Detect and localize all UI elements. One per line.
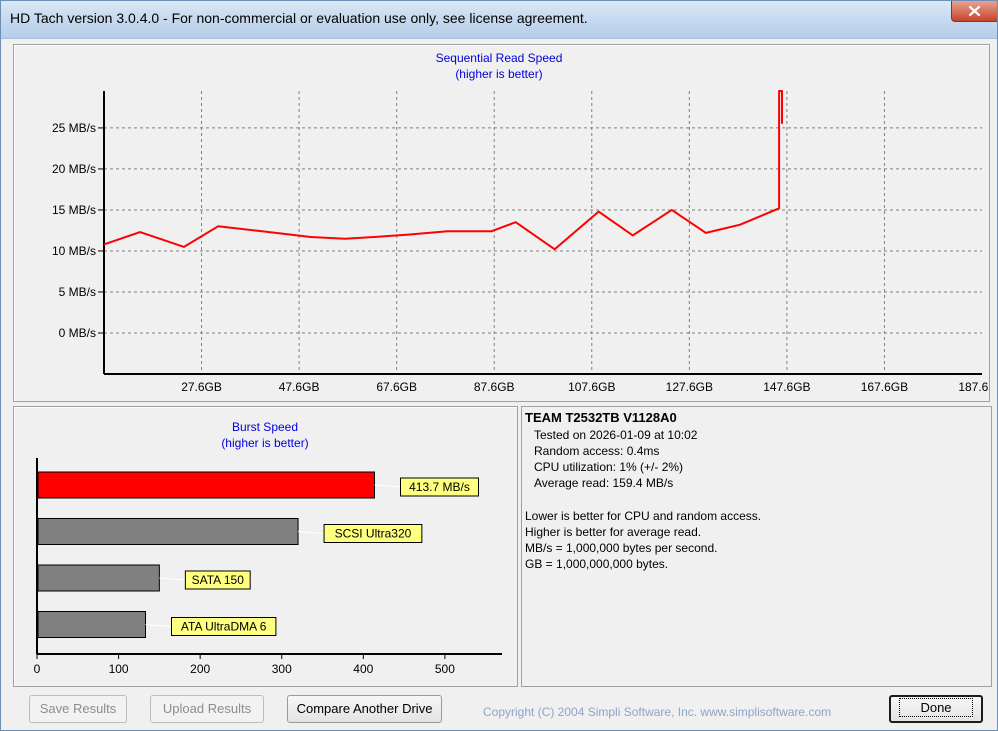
burst-bar — [37, 611, 146, 638]
copyright-text: Copyright (C) 2004 Simpli Software, Inc.… — [483, 705, 832, 719]
burst-label-leader — [298, 531, 325, 534]
burst-label-box — [323, 524, 423, 543]
burst-x-tick-label: 0 — [34, 662, 41, 676]
burst-bar-label: ATA UltraDMA 6 — [181, 620, 267, 634]
y-tick-label: 10 MB/s — [52, 244, 96, 258]
compare-drive-button[interactable]: Compare Another Drive — [287, 695, 442, 723]
y-tick-label: 5 MB/s — [59, 285, 96, 299]
tested-date: Tested on 2026-01-09 at 10:02 — [534, 428, 698, 442]
done-button-label: Done — [899, 698, 973, 717]
burst-x-tick-label: 200 — [190, 662, 210, 676]
read-chart-panel: Sequential Read Speed (higher is better)… — [13, 44, 990, 402]
x-tick-label: 67.6GB — [376, 380, 417, 394]
read-chart-subtitle: (higher is better) — [455, 67, 542, 81]
save-results-button[interactable]: Save Results — [29, 695, 127, 723]
burst-chart-subtitle: (higher is better) — [221, 436, 308, 450]
note-mbs: MB/s = 1,000,000 bytes per second. — [525, 541, 718, 555]
note-average: Higher is better for average read. — [525, 525, 702, 539]
cpu-utilization: CPU utilization: 1% (+/- 2%) — [534, 460, 684, 474]
burst-label-leader — [159, 577, 186, 581]
burst-label-leader — [145, 624, 172, 627]
burst-x-tick-label: 500 — [435, 662, 455, 676]
y-tick-label: 20 MB/s — [52, 162, 96, 176]
y-tick-label: 25 MB/s — [52, 121, 96, 135]
burst-bar-label: SCSI Ultra320 — [335, 527, 412, 541]
note-cpu: Lower is better for CPU and random acces… — [525, 509, 762, 523]
burst-bar — [37, 471, 375, 499]
burst-bar-label: 413.7 MB/s — [409, 480, 470, 494]
burst-x-tick-label: 400 — [353, 662, 373, 676]
x-tick-label: 87.6GB — [474, 380, 515, 394]
burst-x-tick-label: 300 — [272, 662, 292, 676]
burst-chart-panel: Burst Speed (higher is better) 413.7 MB/… — [13, 406, 518, 687]
burst-bar — [37, 518, 299, 545]
drive-name: TEAM T2532TB V1128A0 — [525, 410, 677, 425]
title-bar: HD Tach version 3.0.4.0 - For non-commer… — [1, 1, 997, 39]
read-chart: Sequential Read Speed (higher is better)… — [52, 51, 989, 394]
burst-chart: Burst Speed (higher is better) 413.7 MB/… — [34, 420, 502, 676]
read-chart-title: Sequential Read Speed — [436, 51, 563, 65]
y-tick-label: 15 MB/s — [52, 203, 96, 217]
read-speed-series-line — [103, 90, 783, 251]
note-gb: GB = 1,000,000,000 bytes. — [525, 557, 669, 571]
y-tick-label: 0 MB/s — [59, 326, 96, 340]
upload-results-button[interactable]: Upload Results — [150, 695, 264, 723]
x-tick-label: 47.6GB — [279, 380, 320, 394]
burst-bar — [37, 564, 160, 592]
burst-chart-title: Burst Speed — [232, 420, 298, 434]
burst-bar-label: SATA 150 — [192, 573, 245, 587]
results-info-panel: TEAM T2532TB V1128A0 Tested on 2026-01-0… — [521, 406, 992, 687]
x-tick-label: 27.6GB — [181, 380, 222, 394]
x-tick-label: 167.6GB — [861, 380, 908, 394]
x-tick-label: 127.6GB — [666, 380, 713, 394]
burst-label-leader — [374, 484, 401, 488]
burst-x-tick-label: 100 — [109, 662, 129, 676]
close-button[interactable] — [951, 1, 997, 22]
close-icon — [968, 5, 981, 17]
x-tick-label: 187.6GB — [958, 380, 989, 394]
x-tick-label: 147.6GB — [763, 380, 810, 394]
burst-label-box — [399, 477, 479, 497]
burst-label-box — [184, 570, 251, 590]
done-button[interactable]: Done — [889, 695, 983, 723]
x-tick-label: 107.6GB — [568, 380, 615, 394]
average-read: Average read: 159.4 MB/s — [534, 476, 674, 490]
window-title: HD Tach version 3.0.4.0 - For non-commer… — [10, 10, 588, 26]
burst-label-box — [171, 617, 277, 636]
random-access: Random access: 0.4ms — [534, 444, 660, 458]
